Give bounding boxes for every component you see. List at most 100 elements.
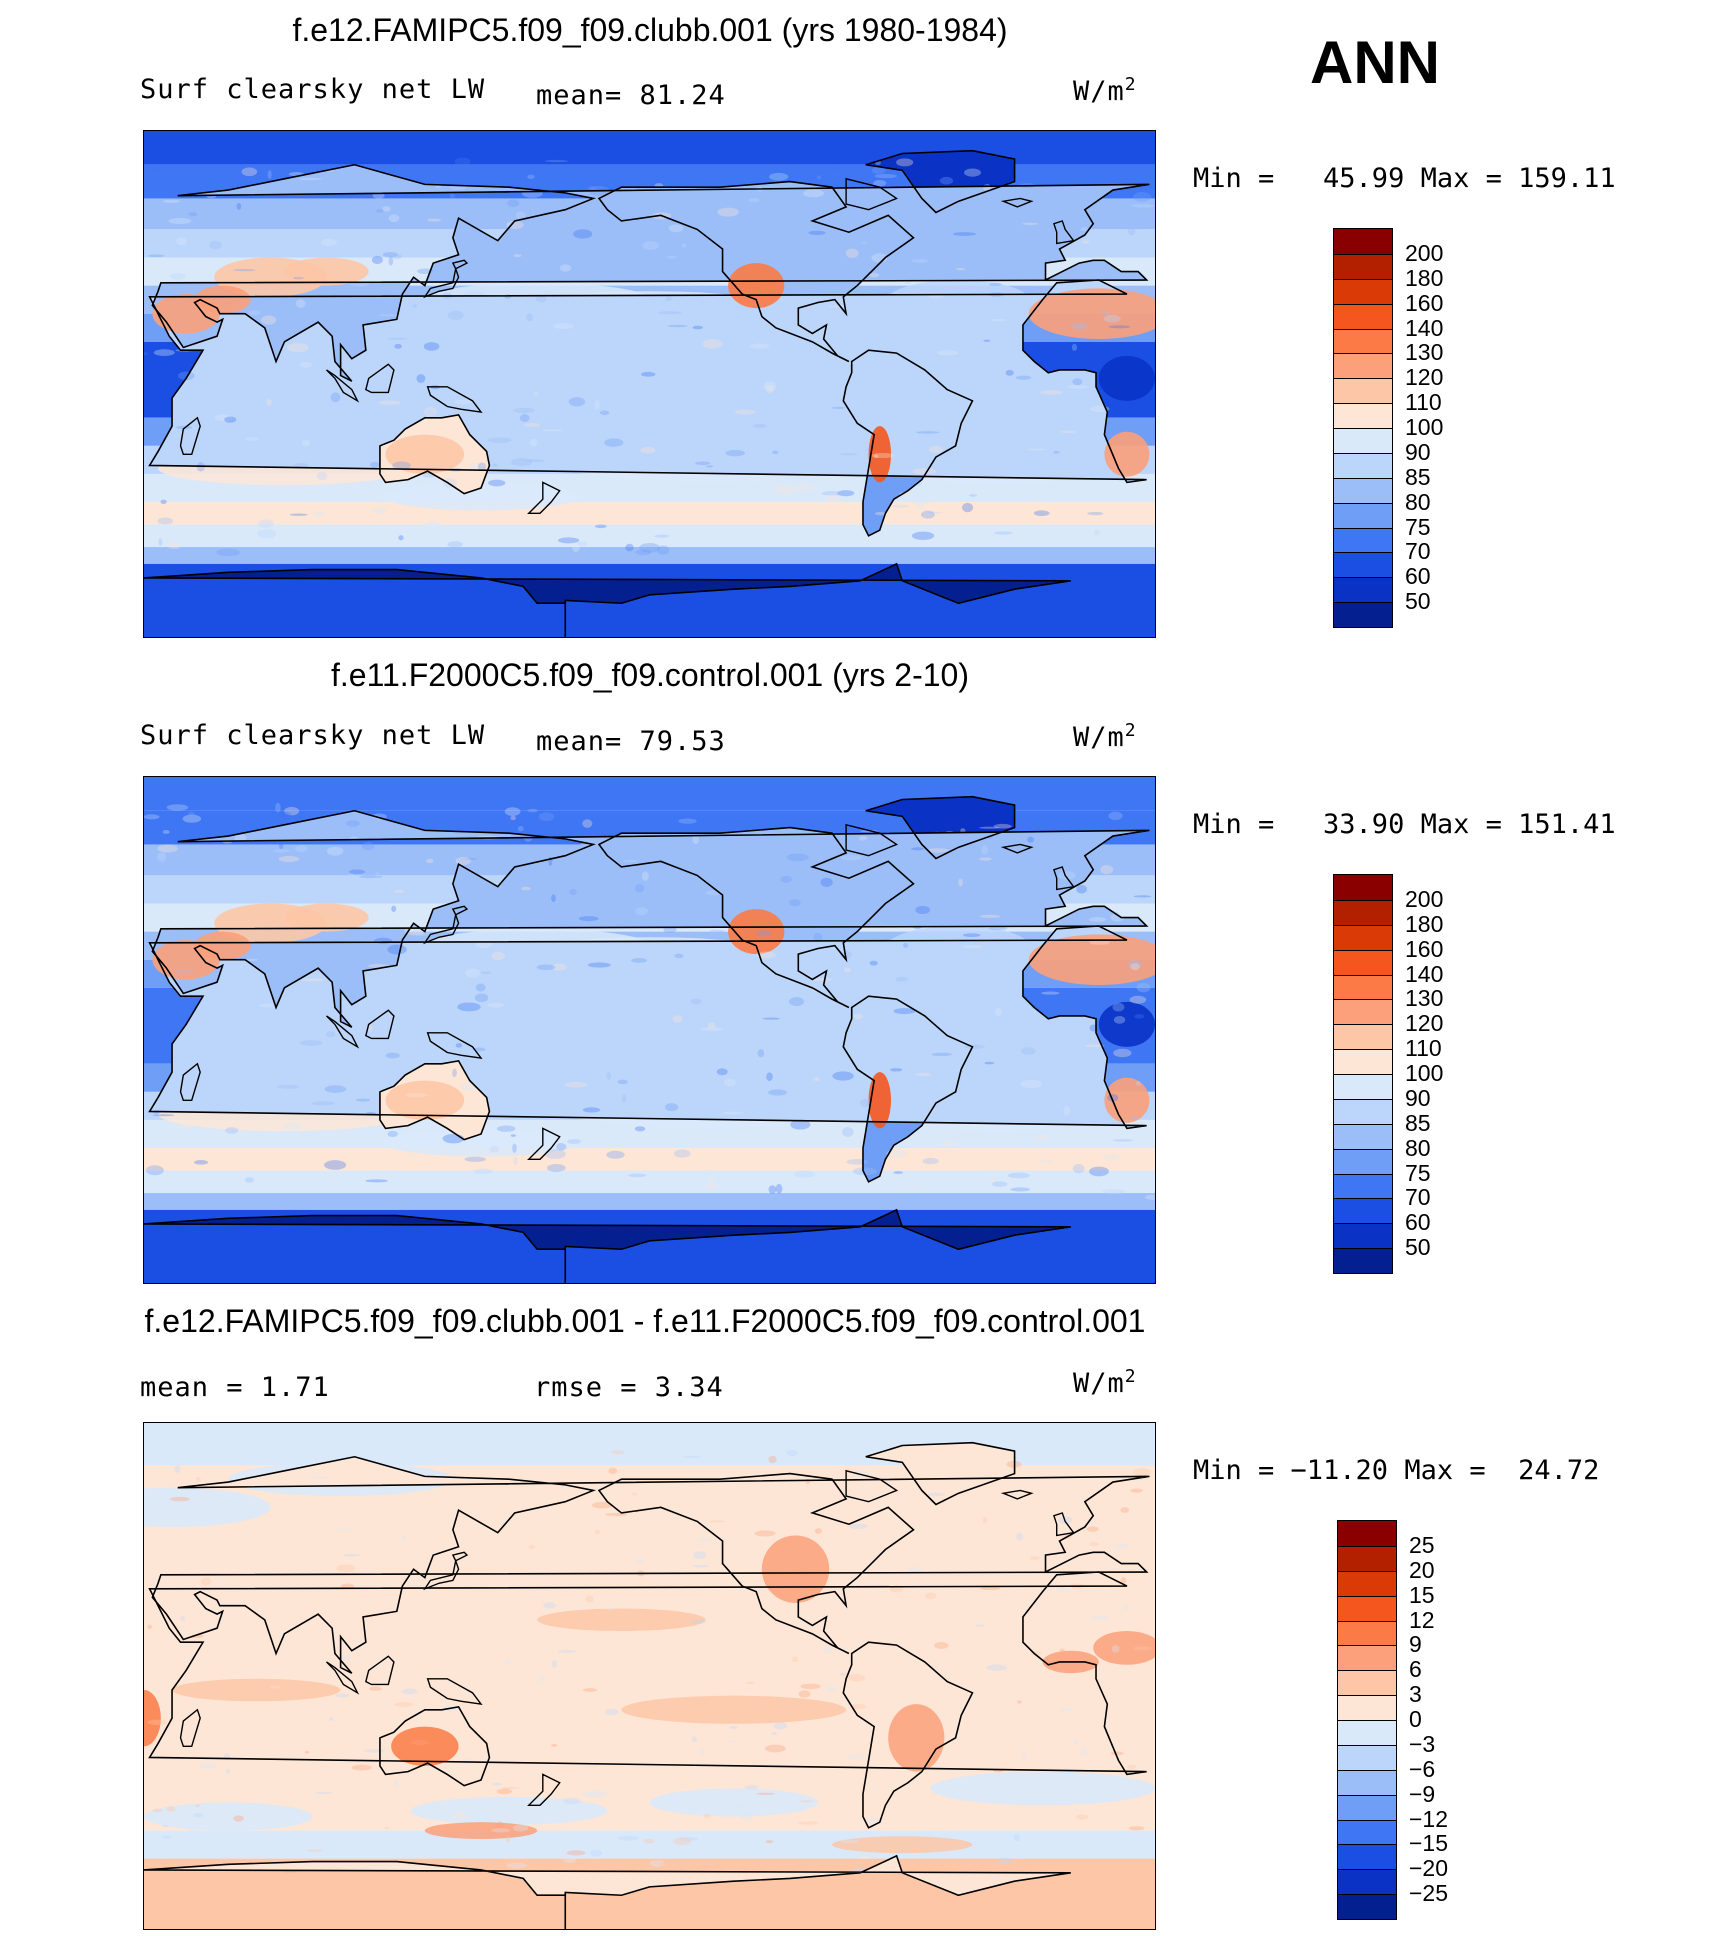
colorbar-tick-label: 75: [1405, 513, 1431, 540]
colorbar-tick-label: −25: [1409, 1880, 1449, 1907]
greenland-coastline: [865, 149, 1016, 214]
colorbar-swatch: [1334, 527, 1392, 553]
colorbar-tick-label: 20: [1409, 1556, 1435, 1583]
sumatra-coastline: [326, 369, 360, 403]
colorbar-swatch: [1334, 577, 1392, 603]
panel-1-title: f.e12.FAMIPC5.f09_f09.clubb.001 (yrs 198…: [292, 12, 1008, 48]
australia-coastline: [379, 1705, 491, 1787]
colorbar-tick-label: 85: [1405, 1109, 1431, 1136]
colorbar-swatch: [1338, 1720, 1396, 1745]
contour-field: [144, 131, 1155, 637]
panel-1-map: [143, 130, 1156, 638]
panel-1-mean: mean= 81.24: [536, 80, 726, 111]
colorbar-swatch: [1334, 1024, 1392, 1050]
colorbar-swatch: [1338, 1670, 1396, 1696]
colorbar-swatch: [1334, 378, 1392, 404]
colorbar-swatch: [1334, 452, 1392, 478]
colorbar-swatch: [1334, 924, 1392, 950]
iceland-coastline: [1000, 1489, 1034, 1500]
africa-coastline: [148, 279, 1147, 484]
new-zealand-coastline: [527, 1773, 561, 1806]
colorbar-swatch: [1338, 1894, 1396, 1919]
colorbar-swatch: [1334, 403, 1392, 428]
uk-coastline: [1053, 866, 1075, 891]
panel-2-map: [143, 776, 1156, 1284]
colorbar-tick-label: 50: [1405, 1234, 1431, 1261]
sumatra-coastline: [326, 1661, 360, 1695]
panel-2-mean: mean= 79.53: [536, 726, 726, 757]
uk-coastline: [1053, 1512, 1075, 1537]
colorbar-swatch: [1338, 1844, 1396, 1870]
colorbar-tick-label: 160: [1405, 935, 1444, 962]
colorbar-tick-label: −15: [1409, 1830, 1449, 1857]
colorbar-tick-label: 90: [1405, 1084, 1431, 1111]
colorbar-swatch: [1338, 1645, 1396, 1671]
colorbar-swatch: [1334, 1049, 1392, 1074]
colorbar-tick-label: −9: [1409, 1780, 1436, 1807]
south-america-coastline: [842, 995, 974, 1183]
iceland-coastline: [1000, 843, 1034, 854]
colorbar-swatch: [1334, 229, 1392, 254]
panel-2-minmax: Min = 33.90 Max = 151.41: [1193, 809, 1616, 840]
colorbar-tick-label: 50: [1405, 588, 1431, 615]
panel-2-title: f.e11.F2000C5.f09_f09.control.001 (yrs 2…: [331, 657, 969, 693]
colorbar-tick-label: 130: [1405, 985, 1444, 1012]
colorbar-swatch: [1334, 353, 1392, 379]
colorbar-tick-label: 100: [1405, 1060, 1444, 1086]
colorbar-swatch: [1334, 899, 1392, 925]
colorbar-tick-label: 120: [1405, 364, 1444, 391]
panel-1-variable: Surf clearsky net LW: [140, 74, 486, 105]
colorbar-swatch: [1334, 1173, 1392, 1199]
north-america-coastline: [597, 180, 915, 363]
africa-coastline: [148, 1571, 1147, 1776]
colorbar-tick-label: −3: [1409, 1730, 1436, 1757]
colorbar-tick-label: 3: [1409, 1681, 1422, 1708]
colorbar-tick-label: 80: [1405, 1134, 1431, 1161]
colorbar-tick-label: 130: [1405, 339, 1444, 366]
baffin-coastline: [845, 823, 899, 857]
japan-coastline: [423, 905, 469, 945]
colorbar-swatch: [1334, 875, 1392, 900]
panel-3-map: [143, 1422, 1156, 1930]
colorbar-tick-label: 25: [1409, 1531, 1435, 1558]
japan-coastline: [423, 1551, 469, 1591]
colorbar-tick-label: 110: [1405, 1035, 1442, 1062]
new-zealand-coastline: [527, 481, 561, 514]
colorbar-tick-label: 80: [1405, 488, 1431, 515]
colorbar-tick-label: 160: [1405, 289, 1444, 316]
colorbar-swatch: [1338, 1869, 1396, 1895]
colorbar-swatch: [1334, 278, 1392, 304]
colorbar-swatch: [1334, 1074, 1392, 1099]
panel-3-minmax: Min = −11.20 Max = 24.72: [1193, 1455, 1600, 1486]
new-guinea-coastline: [426, 386, 483, 414]
colorbar-tick-label: 120: [1405, 1010, 1444, 1037]
baffin-coastline: [845, 1469, 899, 1503]
colorbar-swatch: [1334, 552, 1392, 578]
uk-coastline: [1053, 220, 1075, 245]
panel-1-units: W/m2: [1073, 74, 1137, 107]
colorbar-swatch: [1338, 1695, 1396, 1720]
colorbar-swatch: [1338, 1620, 1396, 1646]
colorbar-swatch: [1334, 303, 1392, 329]
colorbar-swatch: [1334, 1248, 1392, 1273]
antarctica-coastline: [144, 1854, 1071, 1929]
colorbar-tick-label: −20: [1409, 1855, 1449, 1882]
eurasia-coastline: [151, 163, 1150, 382]
borneo-coastline: [365, 363, 395, 394]
antarctica-coastline: [144, 562, 1071, 637]
borneo-coastline: [365, 1009, 395, 1040]
colorbar-swatch: [1334, 1198, 1392, 1224]
colorbar-swatch: [1334, 1223, 1392, 1249]
colorbar-tick-label: 9: [1409, 1631, 1422, 1658]
colorbar-swatch: [1334, 999, 1392, 1025]
colorbar-swatch: [1338, 1769, 1396, 1795]
greenland-coastline: [865, 1441, 1016, 1506]
madagascar-coastline: [179, 416, 201, 456]
north-america-coastline: [597, 826, 915, 1009]
australia-coastline: [379, 1059, 491, 1141]
madagascar-coastline: [179, 1062, 201, 1102]
panel-3-units: W/m2: [1073, 1366, 1137, 1399]
colorbar-tick-label: 140: [1405, 314, 1444, 341]
eurasia-coastline: [151, 1455, 1150, 1674]
colorbar-swatch: [1338, 1819, 1396, 1845]
